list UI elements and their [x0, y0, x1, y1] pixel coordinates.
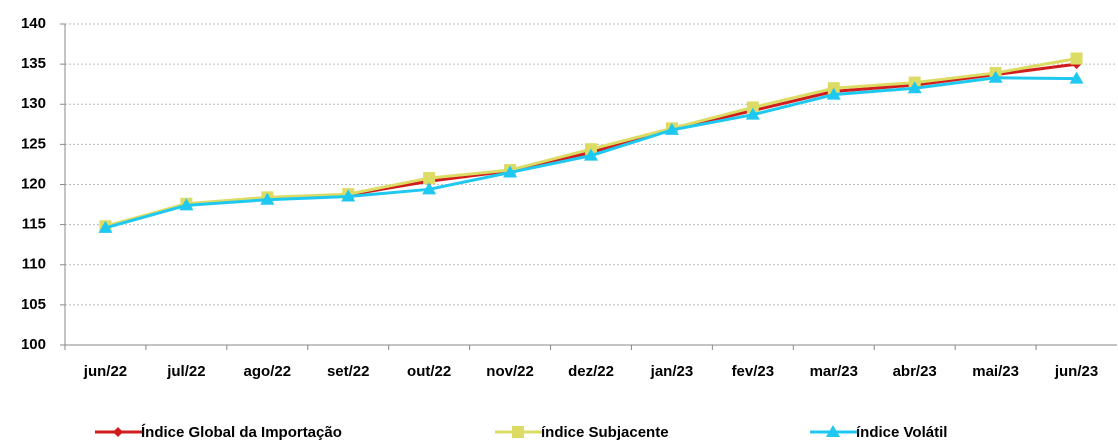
x-tick-label: nov/22 — [486, 363, 534, 380]
legend-label: Índice Global da Importação — [141, 424, 342, 441]
x-tick-label: ago/22 — [244, 363, 292, 380]
x-tick-label: mar/23 — [810, 363, 858, 380]
legend-label: índice Volátil — [856, 424, 947, 441]
x-tick-label: dez/22 — [568, 363, 614, 380]
y-tick-label: 125 — [21, 135, 46, 152]
y-tick-label: 115 — [22, 216, 46, 233]
legend-marker — [113, 427, 123, 437]
marker — [179, 198, 194, 211]
marker — [907, 81, 922, 94]
x-tick-label: out/22 — [407, 363, 451, 380]
y-tick-label: 130 — [21, 95, 46, 112]
x-tick-label: mai/23 — [972, 363, 1019, 380]
x-tick-label: jan/23 — [650, 363, 694, 380]
marker — [988, 70, 1003, 83]
marker — [503, 165, 518, 178]
x-tick-label: abr/23 — [893, 363, 937, 380]
y-tick-label: 120 — [21, 175, 46, 192]
x-tick-label: fev/23 — [732, 363, 775, 380]
marker — [745, 107, 760, 120]
marker — [423, 172, 436, 185]
x-tick-label: jun/23 — [1054, 363, 1098, 380]
marker — [584, 148, 598, 161]
y-tick-label: 105 — [21, 296, 46, 313]
legend-marker — [512, 426, 524, 438]
marker — [1069, 71, 1084, 84]
x-tick-label: jul/22 — [166, 363, 205, 380]
marker — [1070, 52, 1083, 65]
x-tick-label: set/22 — [327, 363, 370, 380]
y-tick-label: 140 — [21, 15, 46, 32]
legend-label: índice Subjacente — [541, 424, 669, 441]
marker — [664, 122, 679, 135]
legend-marker — [826, 425, 840, 437]
marker — [98, 220, 113, 233]
marker — [422, 182, 437, 195]
marker — [260, 192, 275, 205]
marker — [746, 101, 759, 114]
marker — [341, 189, 356, 202]
marker — [826, 87, 841, 100]
y-tick-label: 110 — [22, 256, 46, 273]
y-tick-label: 135 — [21, 55, 46, 72]
y-tick-label: 100 — [21, 336, 46, 353]
x-tick-label: jun/22 — [83, 363, 127, 380]
